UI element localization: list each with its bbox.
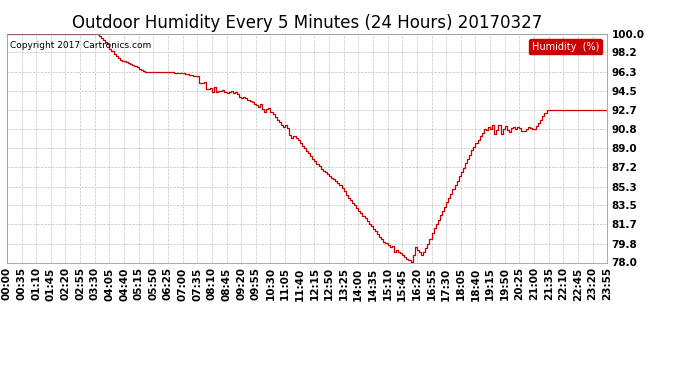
Legend: Humidity  (%): Humidity (%) bbox=[529, 39, 602, 54]
Title: Outdoor Humidity Every 5 Minutes (24 Hours) 20170327: Outdoor Humidity Every 5 Minutes (24 Hou… bbox=[72, 14, 542, 32]
Text: Copyright 2017 Cartronics.com: Copyright 2017 Cartronics.com bbox=[10, 40, 151, 50]
